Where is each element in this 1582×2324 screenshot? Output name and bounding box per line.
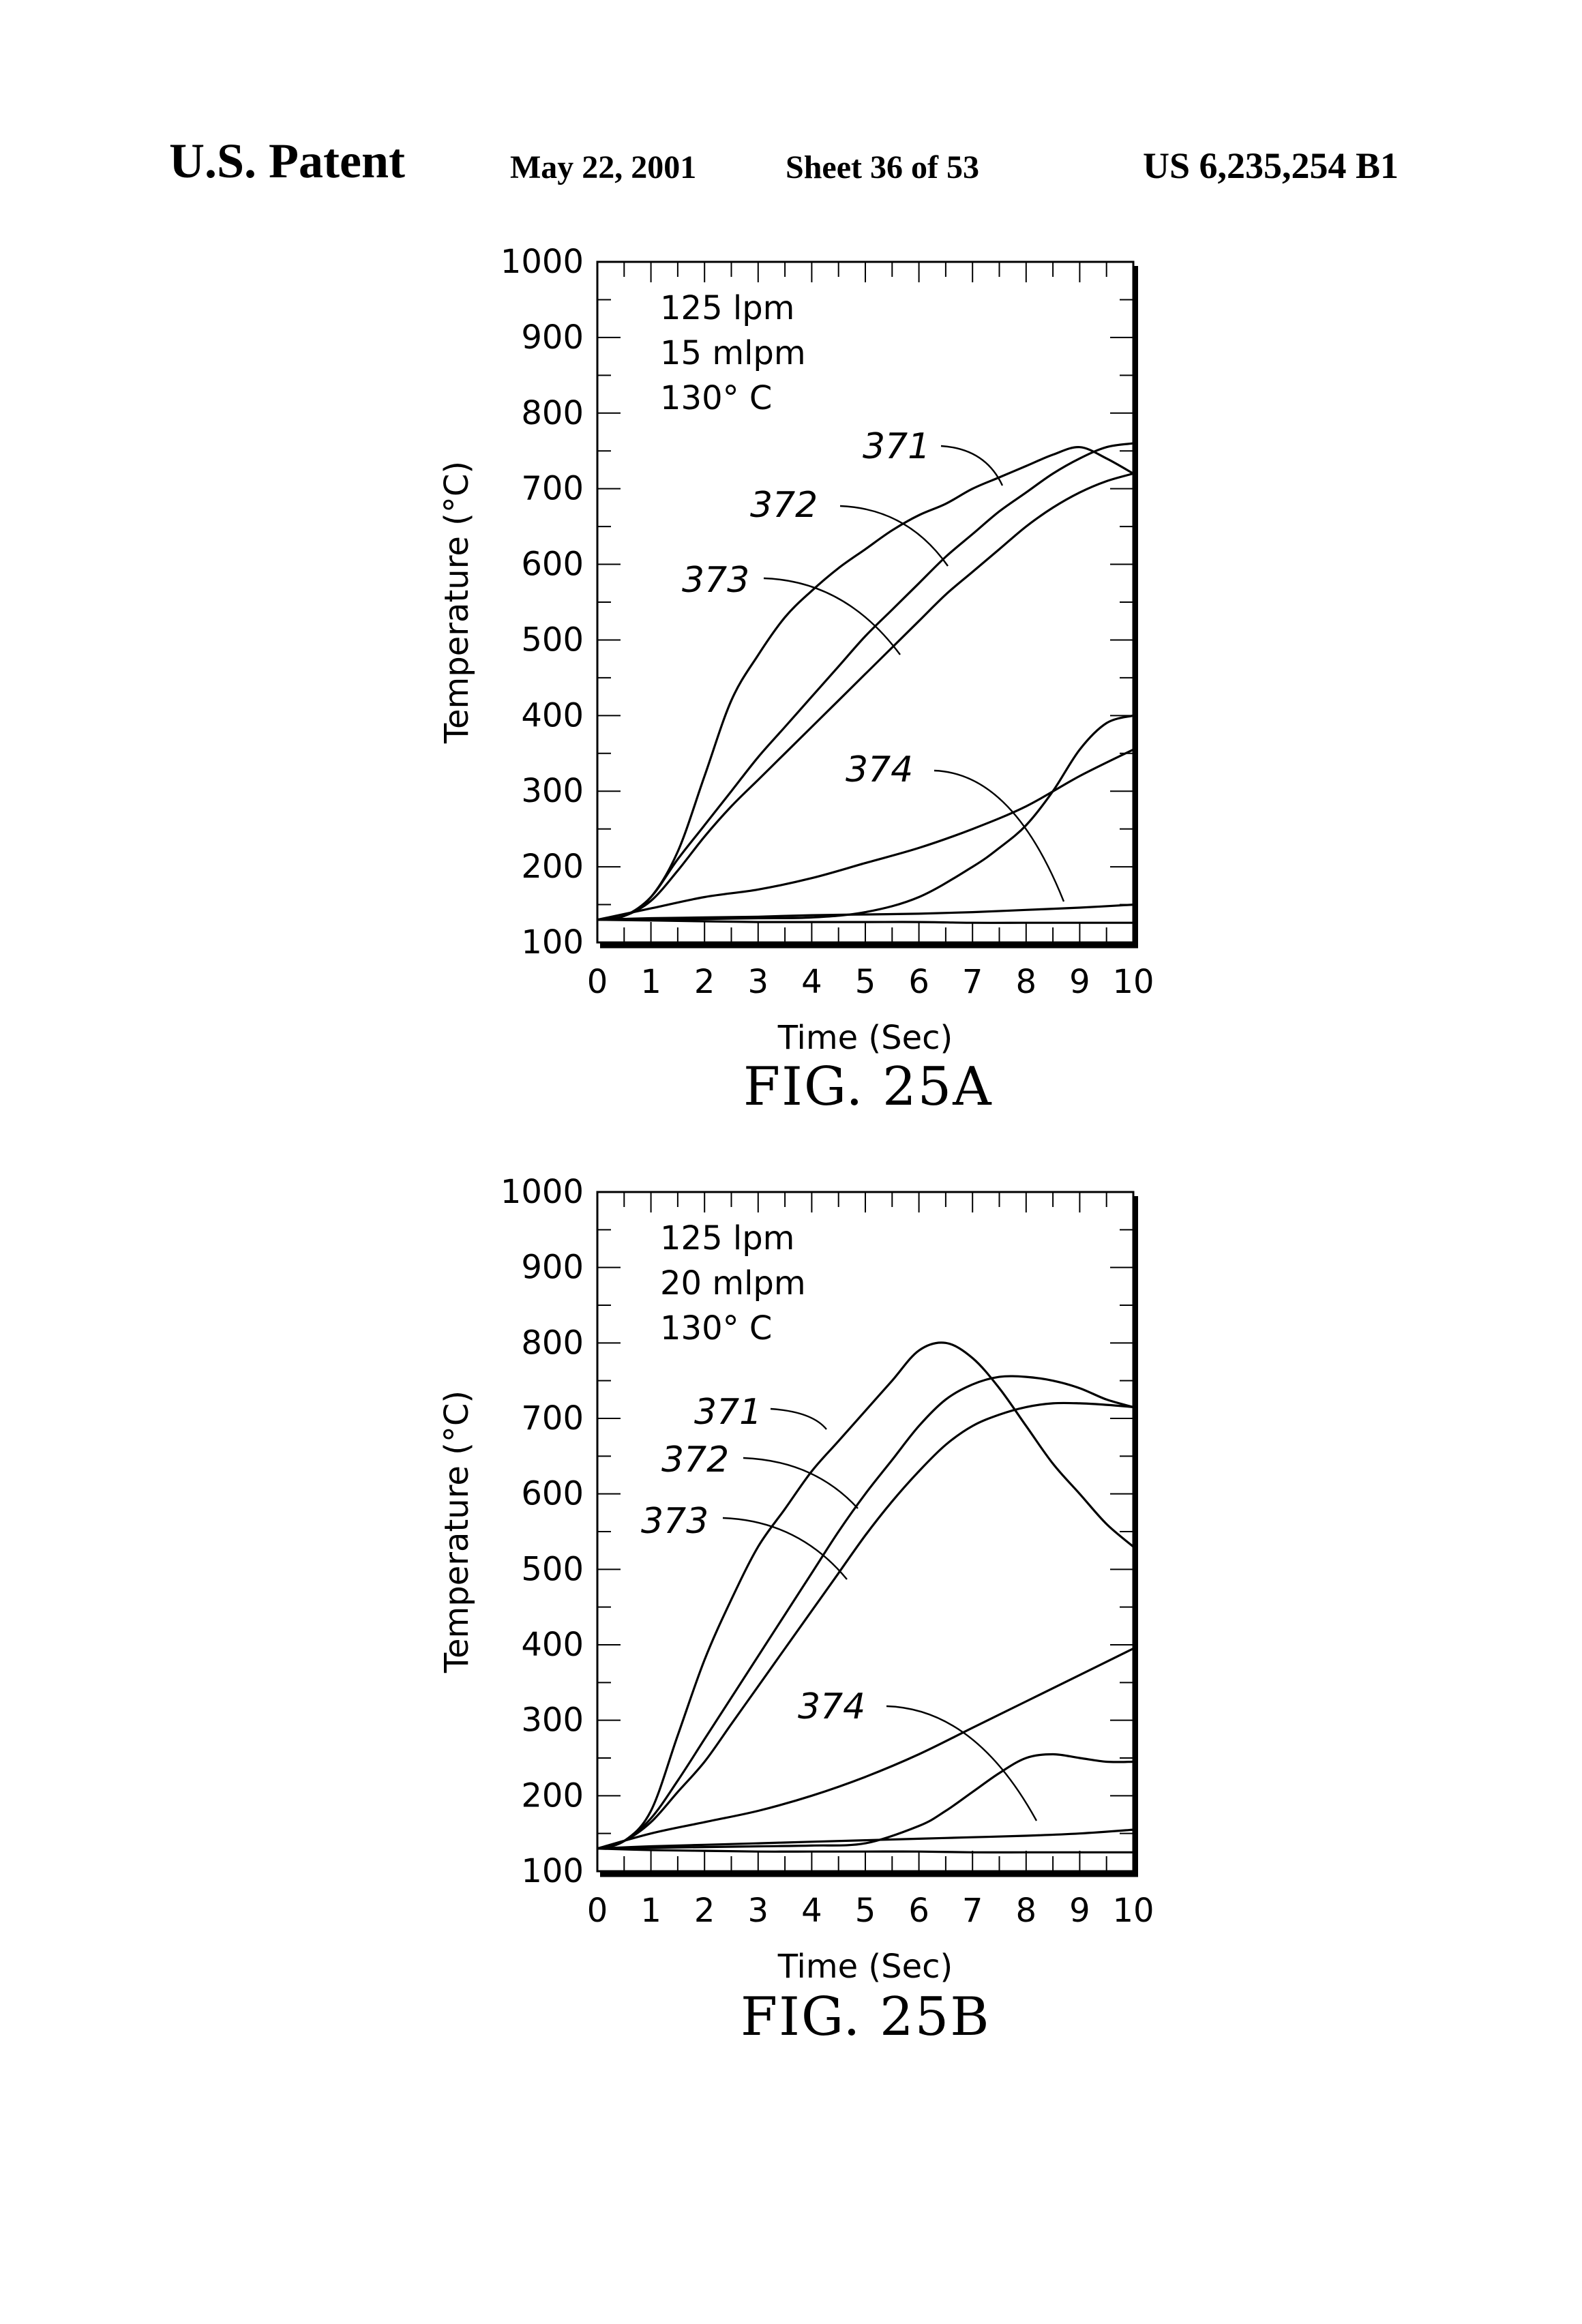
fig-25a-y-tick-label: 1000	[501, 243, 584, 281]
fig-25a-x-tick-label: 1	[640, 963, 661, 1001]
fig-25b-x-tick-label: 5	[855, 1892, 876, 1930]
fig-25a-condition-annotation: 125 lpm	[660, 289, 794, 327]
fig-25a-y-tick-label: 100	[521, 923, 584, 962]
fig-25b-series-line-unlabeled-6	[597, 1849, 1133, 1853]
fig-25a-x-tick-label: 2	[694, 963, 715, 1001]
fig-25a-series-label-374: 374	[846, 749, 913, 790]
fig-25a-leader-line-373	[764, 578, 900, 655]
fig-25b-x-tick-label: 3	[748, 1892, 769, 1930]
fig-25b-x-tick-label: 7	[962, 1892, 983, 1930]
fig-25a-x-tick-label: 9	[1069, 963, 1090, 1001]
fig-25a-x-tick-label: 0	[587, 963, 608, 1001]
fig-25a-y-tick-label: 700	[521, 470, 584, 508]
fig-25a-series-label-373: 373	[682, 560, 749, 601]
fig-25b-x-tick-label: 6	[908, 1892, 929, 1930]
fig-25b-x-tick-label: 0	[587, 1892, 608, 1930]
fig-25b-y-tick-label: 100	[521, 1852, 584, 1890]
fig-25a-series-line-unlabeled-4	[597, 715, 1133, 919]
fig-25a-caption: FIG. 25A	[743, 1056, 993, 1118]
fig-25a-x-tick-label: 6	[908, 963, 929, 1001]
fig-25a-series-line-372	[597, 443, 1133, 920]
fig-25b-x-tick-label: 10	[1112, 1892, 1154, 1930]
fig-25a-x-tick-label: 5	[855, 963, 876, 1001]
fig-25b-x-axis-label: Time (Sec)	[777, 1948, 953, 1986]
fig-25b-y-tick-label: 700	[521, 1399, 584, 1437]
fig-25a-y-axis-label: Temperature (°C)	[438, 461, 476, 744]
fig-25a-y-tick-label: 200	[521, 848, 584, 886]
fig-25b-y-tick-label: 200	[521, 1776, 584, 1815]
fig-25a-series-line-371	[597, 447, 1133, 920]
fig-25b-series-label-373: 373	[641, 1501, 708, 1542]
fig-25a-x-tick-label: 8	[1016, 963, 1037, 1001]
fig-25b-condition-annotation: 20 mlpm	[660, 1264, 806, 1302]
fig-25a-x-tick-label: 3	[748, 963, 769, 1001]
fig-25a-x-tick-label: 7	[962, 963, 983, 1001]
fig-25a-y-tick-label: 400	[521, 696, 584, 734]
fig-25b-series-line-374	[597, 1649, 1133, 1849]
fig-25a-y-tick-label: 300	[521, 772, 584, 810]
fig-25b-series-line-371	[597, 1343, 1133, 1849]
fig-25a-series-line-unlabeled-6	[597, 920, 1133, 923]
fig-25b-series-line-unlabeled-5	[597, 1830, 1133, 1849]
fig-25b-condition-annotation: 130° C	[660, 1309, 772, 1347]
fig-25b-x-tick-label: 1	[640, 1892, 661, 1930]
fig-25b-y-tick-label: 300	[521, 1701, 584, 1740]
fig-25a-x-tick-label: 10	[1112, 963, 1154, 1001]
fig-25a-y-tick-label: 900	[521, 318, 584, 357]
fig-25a-leader-line-372	[840, 506, 948, 566]
fig-25b-x-tick-label: 8	[1016, 1892, 1037, 1930]
fig-25a-x-tick-label: 4	[801, 963, 822, 1001]
fig-25b-y-tick-label: 900	[521, 1249, 584, 1287]
fig-25b-x-tick-label: 4	[801, 1892, 822, 1930]
fig-25b-leader-line-371	[771, 1409, 826, 1429]
fig-25a-y-tick-label: 800	[521, 394, 584, 432]
fig-25a-series-label-372: 372	[750, 485, 818, 526]
fig-25b-y-tick-label: 600	[521, 1475, 584, 1513]
fig-25b-series-label-372: 372	[661, 1440, 729, 1480]
fig-25b-x-tick-label: 2	[694, 1892, 715, 1930]
fig-25a-y-tick-label: 600	[521, 546, 584, 584]
fig-25b-caption: FIG. 25B	[741, 1986, 991, 2048]
fig-25a-condition-annotation: 15 mlpm	[660, 334, 806, 372]
fig-25b-y-axis-label: Temperature (°C)	[438, 1390, 476, 1673]
fig-25b-y-tick-label: 800	[521, 1324, 584, 1362]
fig-25b-x-tick-label: 9	[1069, 1892, 1090, 1930]
fig-25a-condition-annotation: 130° C	[660, 379, 772, 417]
fig-25b-y-tick-label: 1000	[501, 1173, 584, 1211]
fig-25a-y-tick-label: 500	[521, 621, 584, 659]
fig-25b-y-tick-label: 400	[521, 1626, 584, 1664]
fig-25b-series-label-374: 374	[798, 1686, 865, 1727]
fig-25a-series-label-371: 371	[863, 426, 930, 467]
fig-25b-y-tick-label: 500	[521, 1550, 584, 1588]
fig-25b-leader-line-372	[743, 1458, 858, 1508]
fig-25b-condition-annotation: 125 lpm	[660, 1219, 794, 1257]
fig-25a-x-axis-label: Time (Sec)	[777, 1019, 953, 1057]
fig-25b-series-label-371: 371	[694, 1392, 762, 1433]
